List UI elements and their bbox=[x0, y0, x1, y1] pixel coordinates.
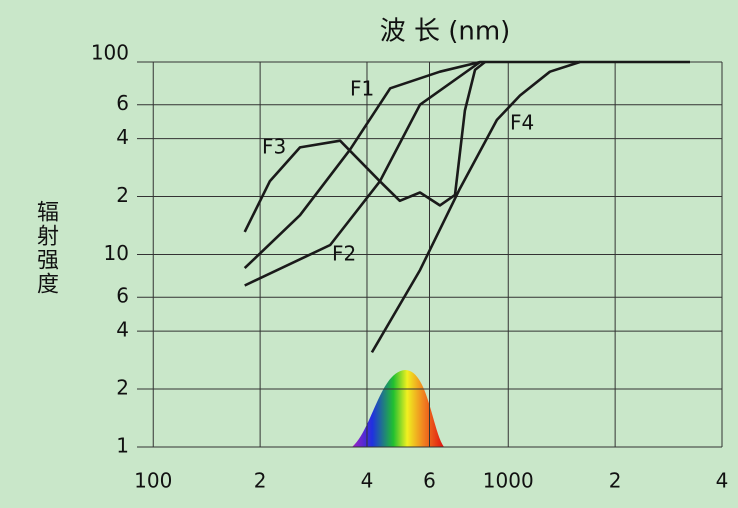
curve bbox=[243, 60, 486, 233]
series-label: F1 bbox=[350, 77, 374, 101]
x-tick-label: 1000 bbox=[483, 469, 534, 493]
y-tick-label: 6 bbox=[116, 91, 129, 115]
y-tick-label: 4 bbox=[116, 125, 129, 149]
series-label: F3 bbox=[262, 135, 286, 159]
x-tick-label: 4 bbox=[716, 469, 729, 493]
series-label: F4 bbox=[510, 111, 534, 135]
x-tick-label: 100 bbox=[134, 469, 172, 493]
curve bbox=[370, 60, 690, 354]
visible-spectrum bbox=[352, 370, 444, 447]
series-label: F2 bbox=[332, 242, 356, 266]
y-axis-title: 辐射强度 bbox=[33, 200, 59, 296]
x-tick-label: 4 bbox=[361, 469, 374, 493]
y-tick-label: 2 bbox=[116, 183, 129, 207]
x-tick-label: 6 bbox=[423, 469, 436, 493]
y-tick-label: 2 bbox=[116, 376, 129, 400]
y-tick-label: 6 bbox=[116, 284, 129, 308]
curve bbox=[243, 60, 580, 270]
x-axis-title: 波 长 (nm) bbox=[380, 17, 511, 47]
y-tick-label: 4 bbox=[116, 318, 129, 342]
x-tick-label: 2 bbox=[254, 469, 267, 493]
y-tick-label: 10 bbox=[104, 241, 129, 265]
y-tick-label: 100 bbox=[91, 41, 129, 65]
x-tick-label: 2 bbox=[609, 469, 622, 493]
y-tick-label: 1 bbox=[116, 434, 129, 458]
